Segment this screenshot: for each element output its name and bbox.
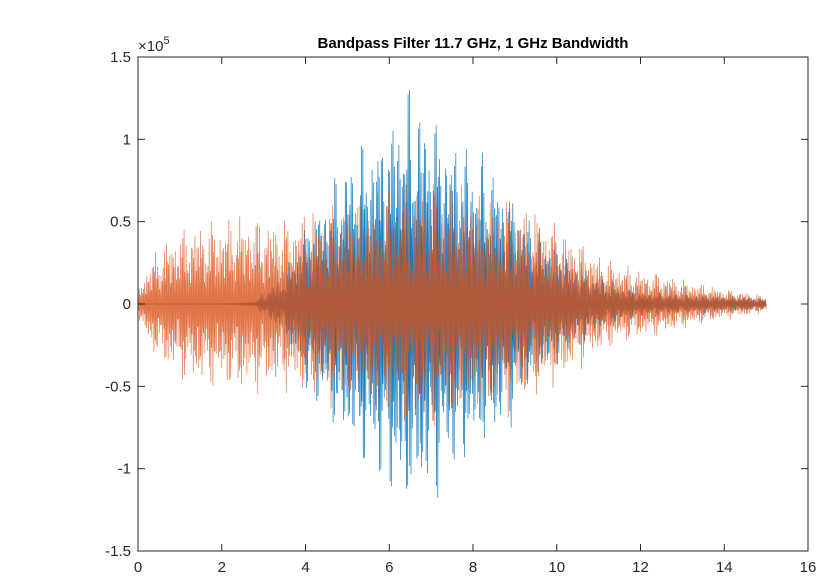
y-axis-exponent: ×105 [138, 35, 170, 55]
y-tick-label: -1.5 [105, 543, 131, 560]
x-tick-label: 2 [218, 559, 226, 576]
series-line-2 [137, 184, 767, 427]
y-tick-label: 1 [123, 131, 131, 148]
x-tick-label: 4 [301, 559, 309, 576]
x-tick-label: 10 [548, 559, 565, 576]
y-exponent-power: 5 [163, 35, 169, 47]
y-tick-label: 0.5 [110, 214, 131, 231]
x-tick-label: 14 [716, 559, 733, 576]
y-tick-label: 1.5 [110, 49, 131, 66]
x-tick-label: 6 [385, 559, 393, 576]
x-tick-label: 16 [800, 559, 817, 576]
x-tick-label: 8 [469, 559, 477, 576]
y-tick-label: 0 [123, 296, 131, 313]
x-tick-label: 12 [632, 559, 649, 576]
series-layer [137, 90, 767, 498]
chart-title: Bandpass Filter 11.7 GHz, 1 GHz Bandwidt… [318, 35, 629, 52]
ticks-layer: 0 2 4 6 8 10 12 14 16 -1.5 -1 -0.5 0 0.5 1 1.5 [105, 49, 816, 576]
y-tick-label: -0.5 [105, 378, 131, 395]
y-exponent-base: ×10 [138, 38, 163, 55]
x-tick-label: 0 [134, 559, 142, 576]
y-tick-label: -1 [118, 461, 131, 478]
